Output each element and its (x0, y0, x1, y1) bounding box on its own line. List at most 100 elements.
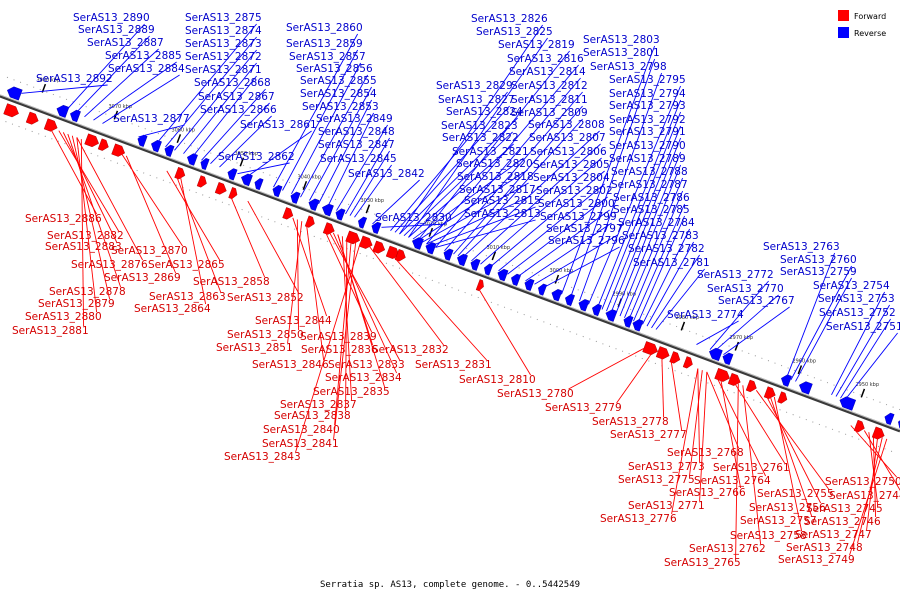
gene-label: SerAS13_2843 (224, 451, 301, 463)
gene-label: SerAS13_2774 (667, 309, 744, 321)
leader-line (76, 137, 143, 261)
leader-line (381, 223, 447, 228)
reverse-gene (56, 104, 70, 118)
gene-label: SerAS13_2892 (36, 73, 113, 85)
gene-label: SerAS13_2785 (613, 204, 690, 216)
reverse-gene (511, 273, 521, 286)
gene-label: SerAS13_2879 (38, 298, 115, 310)
forward-gene (777, 391, 788, 404)
gene-arrow (214, 182, 227, 195)
leader-line (247, 200, 299, 294)
leader-line (295, 242, 361, 453)
leader-line (651, 254, 700, 329)
reverse-gene (709, 347, 723, 362)
reverse-gene (254, 178, 264, 191)
gene-label: SerAS13_2751 (826, 321, 900, 333)
forward-labels: SerAS13_2886SerAS13_2882SerAS13_2883SerA… (12, 127, 900, 569)
leader-line (579, 72, 663, 302)
gene-label: SerAS13_2766 (669, 487, 746, 499)
gene-label: SerAS13_2846 (252, 359, 329, 371)
gene-arrow (137, 134, 148, 147)
gene-label: SerAS13_2867 (198, 91, 275, 103)
leader-line (318, 99, 373, 205)
gene-label: SerAS13_2838 (274, 410, 351, 422)
legend-reverse-swatch (838, 27, 849, 38)
gene-label: SerAS13_2799 (540, 211, 617, 223)
gene-label: SerAS13_2825 (476, 26, 553, 38)
gene-label: SerAS13_2811 (511, 94, 588, 106)
leader-line (426, 64, 579, 245)
gene-arrow (551, 289, 563, 302)
gene-label: SerAS13_2863 (149, 291, 226, 303)
leader-line (337, 234, 386, 388)
leader-line (349, 150, 390, 216)
gene-label: SerAS13_2859 (286, 38, 363, 50)
gene-label: SerAS13_2830 (375, 212, 452, 224)
leader-line (175, 174, 222, 293)
gene-label: SerAS13_2800 (538, 198, 615, 210)
gene-arrow (272, 185, 283, 198)
gene-arrow (196, 175, 207, 188)
leader-line (733, 381, 785, 464)
scale-tick-label: 3080 kbp (36, 77, 60, 83)
gene-label: SerAS13_2762 (689, 543, 766, 555)
forward-gene (475, 279, 484, 292)
gene-label: SerAS13_2860 (286, 22, 363, 34)
reverse-gene (605, 309, 618, 322)
gene-arrow (56, 104, 70, 118)
reverse-gene (164, 144, 175, 158)
gene-arrow (484, 263, 494, 276)
gene-label: SerAS13_2773 (628, 461, 705, 473)
leader-line (287, 221, 303, 344)
gene-label: SerAS13_2759 (780, 266, 857, 278)
leader-line (661, 355, 665, 418)
gene-label: SerAS13_2754 (813, 280, 890, 292)
gene-label: SerAS13_2816 (507, 53, 584, 65)
gene-label: SerAS13_2803 (583, 34, 660, 46)
gene-label: SerAS13_2790 (609, 140, 686, 152)
gene-label: SerAS13_2802 (536, 185, 613, 197)
leader-line (699, 371, 708, 502)
gene-label: SerAS13_2868 (194, 77, 271, 89)
gene-label: SerAS13_2854 (300, 88, 377, 100)
gene-arrow (884, 412, 895, 426)
gene-label: SerAS13_2760 (780, 254, 857, 266)
leader-line (75, 35, 150, 114)
gene-label: SerAS13_2851 (216, 342, 293, 354)
genome-backbone-highlight (0, 94, 900, 431)
forward-gene (97, 138, 109, 151)
reverse-gene (187, 153, 198, 166)
leader-line (755, 390, 829, 490)
leader-line (588, 85, 682, 305)
gene-label: SerAS13_2768 (667, 447, 744, 459)
scale-tick (554, 274, 560, 284)
gene-label: SerAS13_2885 (105, 50, 182, 62)
gene-label: SerAS13_2890 (73, 12, 150, 24)
gene-arrow (335, 208, 346, 221)
reverse-labels: SerAS13_2890SerAS13_2889SerAS13_2887SerA… (21, 12, 900, 401)
gene-label: SerAS13_2858 (193, 276, 270, 288)
leader-line (769, 395, 813, 517)
gene-label: SerAS13_2797 (546, 223, 623, 235)
reverse-gene (497, 268, 509, 282)
leader-line (305, 222, 325, 361)
leader-line (210, 102, 270, 164)
leader-line (498, 183, 605, 272)
reverse-gene (799, 381, 813, 395)
forward-gene (669, 351, 681, 364)
leader-line (637, 215, 686, 323)
gene-label: SerAS13_2778 (592, 416, 669, 428)
leader-line (93, 61, 177, 121)
leader-line (412, 157, 524, 240)
gene-label: SerAS13_2869 (104, 272, 181, 284)
forward-gene (394, 249, 406, 262)
forward-gene (727, 372, 741, 386)
gene-label: SerAS13_2786 (613, 192, 690, 204)
gene-label: SerAS13_2792 (609, 114, 686, 126)
gene-label: SerAS13_2883 (45, 241, 122, 253)
leader-line (835, 304, 890, 397)
leader-line (610, 137, 682, 313)
reverse-gene (632, 319, 644, 332)
gene-arrow (470, 258, 481, 271)
forward-gene (84, 133, 99, 148)
